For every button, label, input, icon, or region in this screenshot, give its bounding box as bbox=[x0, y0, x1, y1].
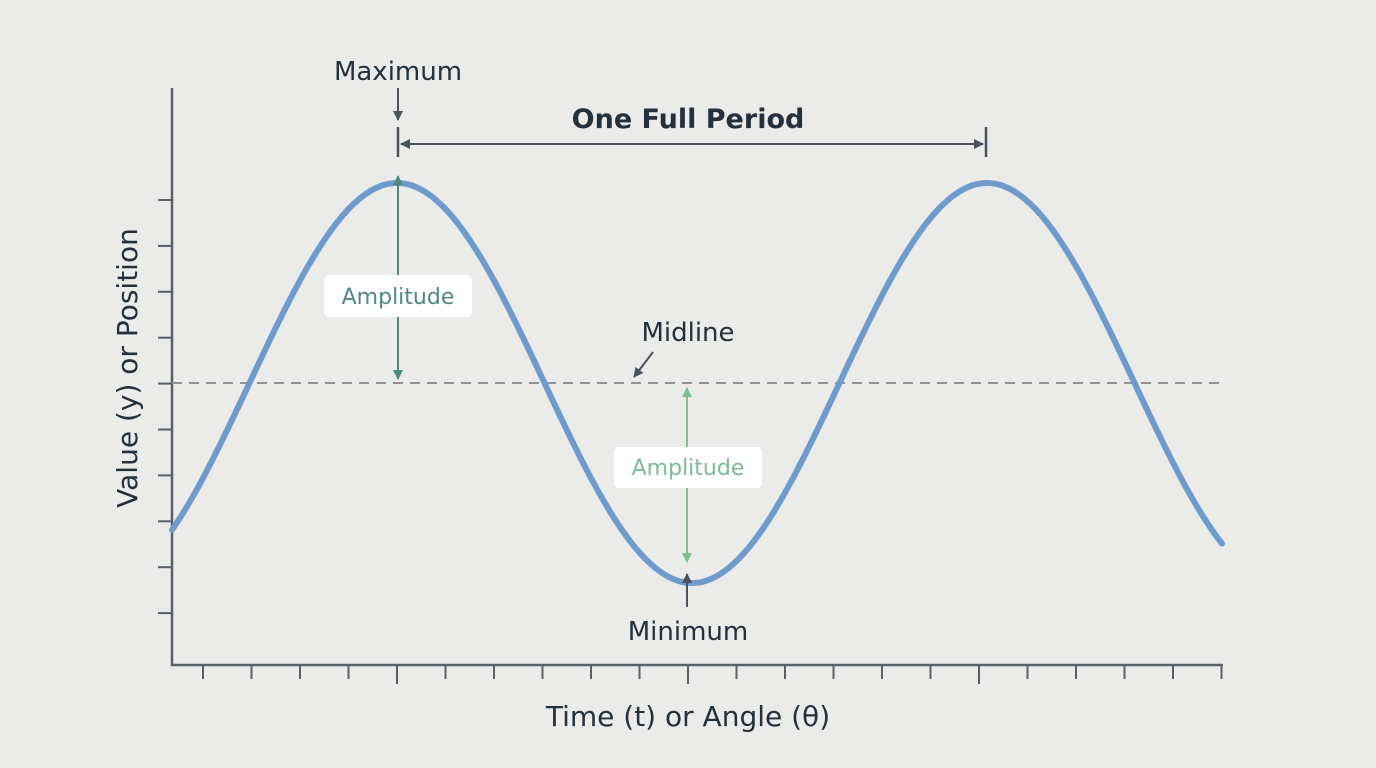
sine-curve bbox=[169, 180, 1225, 586]
midline-arrow bbox=[633, 351, 654, 378]
y-axis-title: Value (y) or Position bbox=[111, 228, 144, 508]
x-axis-ticks bbox=[202, 665, 1223, 684]
amplitude-top-label: Amplitude bbox=[342, 285, 455, 310]
axes bbox=[158, 88, 1223, 684]
midline-label: Midline bbox=[641, 318, 734, 348]
period-label: One Full Period bbox=[572, 104, 805, 135]
y-axis-ticks bbox=[158, 199, 172, 615]
x-axis-title: Time (t) or Angle (θ) bbox=[545, 700, 830, 733]
amplitude-bottom-label: Amplitude bbox=[632, 456, 745, 481]
amplitude-top-label-box bbox=[324, 275, 472, 317]
maximum-label: Maximum bbox=[334, 57, 462, 87]
minimum-label: Minimum bbox=[628, 617, 749, 647]
amplitude-bottom-label-box bbox=[614, 447, 762, 488]
